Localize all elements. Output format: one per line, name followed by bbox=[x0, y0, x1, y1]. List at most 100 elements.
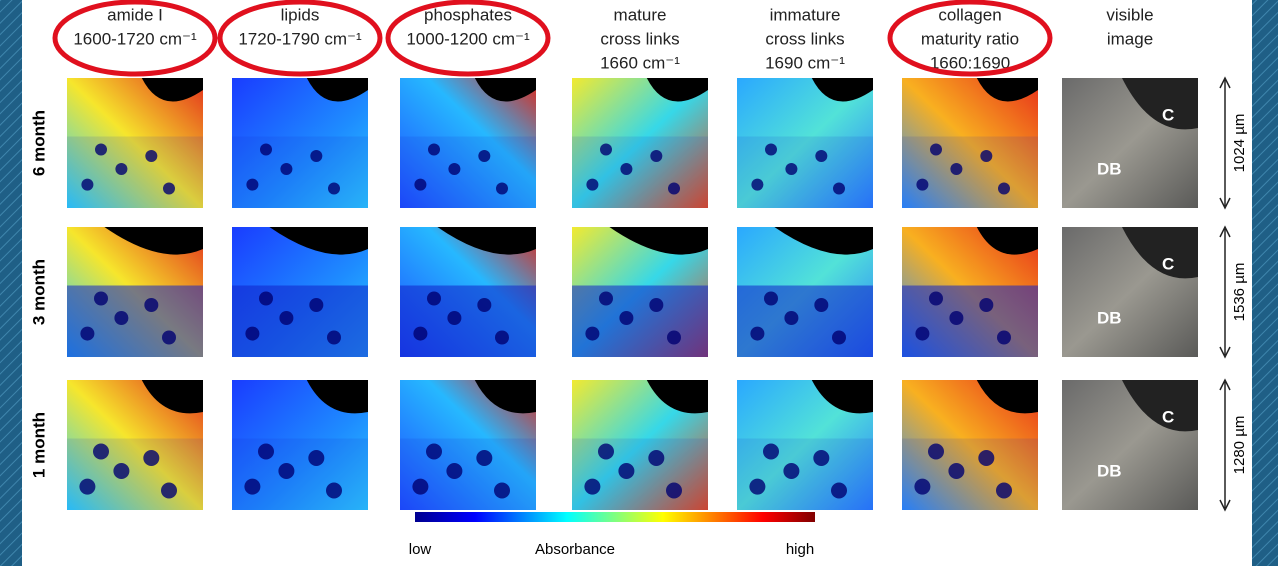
column-title: 1720-1790 cm⁻¹ bbox=[238, 29, 362, 48]
tile-overlay bbox=[232, 286, 368, 358]
tile-overlay bbox=[400, 137, 536, 209]
tile-spot bbox=[784, 311, 798, 325]
tile-spot bbox=[278, 463, 294, 479]
tile-spot bbox=[813, 450, 829, 466]
tile-spot bbox=[600, 144, 612, 156]
column-title: phosphates bbox=[424, 5, 512, 24]
tile-spot bbox=[831, 483, 847, 499]
image-label: DB bbox=[1097, 308, 1122, 327]
tile-overlay bbox=[902, 137, 1038, 209]
column-title: cross links bbox=[600, 29, 679, 48]
tile-spot bbox=[950, 163, 962, 175]
tile-spot bbox=[144, 298, 158, 312]
tile-spot bbox=[79, 479, 95, 495]
tile-spot bbox=[914, 479, 930, 495]
tile-spot bbox=[244, 479, 260, 495]
tile-spot bbox=[930, 144, 942, 156]
tile-spot bbox=[649, 298, 663, 312]
tile-spot bbox=[667, 331, 681, 345]
tile-spot bbox=[978, 450, 994, 466]
tile-spot bbox=[447, 311, 461, 325]
tile-spot bbox=[448, 163, 460, 175]
tile-spot bbox=[998, 183, 1010, 195]
column-title: mature bbox=[614, 5, 667, 24]
tile-spot bbox=[996, 483, 1012, 499]
tile-spot bbox=[258, 444, 274, 460]
tile-spot bbox=[115, 163, 127, 175]
colorbar-low: low bbox=[409, 541, 432, 558]
tile-spot bbox=[949, 311, 963, 325]
tile-spot bbox=[997, 331, 1011, 345]
row-label: 3 month bbox=[29, 259, 48, 325]
tile-spot bbox=[246, 179, 258, 191]
image-label: DB bbox=[1097, 159, 1122, 178]
tile-spot bbox=[308, 450, 324, 466]
tile-spot bbox=[764, 292, 778, 306]
scale-label: 1024 µm bbox=[1231, 114, 1248, 173]
tile-spot bbox=[427, 292, 441, 306]
tile-spot bbox=[326, 483, 342, 499]
tile-spot bbox=[114, 311, 128, 325]
tile-spot bbox=[599, 292, 613, 306]
tile-spot bbox=[496, 183, 508, 195]
tile-spot bbox=[814, 298, 828, 312]
tile-spot bbox=[328, 183, 340, 195]
tile-spot bbox=[309, 298, 323, 312]
tile-spot bbox=[980, 150, 992, 162]
tile-spot bbox=[260, 144, 272, 156]
tile-spot bbox=[833, 183, 845, 195]
tile-overlay bbox=[67, 439, 203, 511]
column-title: immature bbox=[770, 5, 841, 24]
tile-spot bbox=[80, 327, 94, 341]
tile-spot bbox=[749, 479, 765, 495]
tile-spot bbox=[928, 444, 944, 460]
tile-spot bbox=[478, 150, 490, 162]
tile-spot bbox=[162, 331, 176, 345]
column-title: image bbox=[1107, 29, 1153, 48]
tile-overlay bbox=[572, 286, 708, 358]
tile-spot bbox=[412, 479, 428, 495]
tile-overlay bbox=[737, 137, 873, 209]
tile-spot bbox=[426, 444, 442, 460]
tile-overlay bbox=[400, 286, 536, 358]
tile-spot bbox=[948, 463, 964, 479]
tile-spot bbox=[476, 450, 492, 466]
tile-overlay bbox=[232, 137, 368, 209]
tile-spot bbox=[279, 311, 293, 325]
colorbar-title: Absorbance bbox=[535, 541, 615, 558]
image-label: DB bbox=[1097, 461, 1122, 480]
tile-spot bbox=[765, 144, 777, 156]
column-title: cross links bbox=[765, 29, 844, 48]
image-label: C bbox=[1162, 105, 1174, 124]
tile-spot bbox=[414, 179, 426, 191]
tile-spot bbox=[620, 163, 632, 175]
tile-spot bbox=[618, 463, 634, 479]
tile-spot bbox=[259, 292, 273, 306]
tile-overlay bbox=[572, 439, 708, 511]
tile-spot bbox=[585, 327, 599, 341]
column-title: amide I bbox=[107, 5, 163, 24]
tile-overlay bbox=[67, 286, 203, 358]
tile-spot bbox=[81, 179, 93, 191]
tile-overlay bbox=[737, 286, 873, 358]
tile-spot bbox=[143, 450, 159, 466]
tile-spot bbox=[750, 327, 764, 341]
tile-spot bbox=[494, 483, 510, 499]
tile-spot bbox=[310, 150, 322, 162]
colorbar-high: high bbox=[786, 541, 814, 558]
tile-spot bbox=[586, 179, 598, 191]
tile-spot bbox=[113, 463, 129, 479]
column-title: collagen bbox=[938, 5, 1001, 24]
tile-spot bbox=[584, 479, 600, 495]
tile-overlay bbox=[737, 439, 873, 511]
figure: low Absorbance high amide I1600-1720 cm⁻… bbox=[0, 0, 1278, 566]
tile-spot bbox=[916, 179, 928, 191]
scale-label: 1536 µm bbox=[1231, 263, 1248, 322]
tile-spot bbox=[783, 463, 799, 479]
tile-spot bbox=[93, 444, 109, 460]
tile-spot bbox=[751, 179, 763, 191]
column-title: 1660 cm⁻¹ bbox=[600, 53, 680, 72]
column-title: 1690 cm⁻¹ bbox=[765, 53, 845, 72]
image-label: C bbox=[1162, 254, 1174, 273]
column-title: visible bbox=[1106, 5, 1153, 24]
